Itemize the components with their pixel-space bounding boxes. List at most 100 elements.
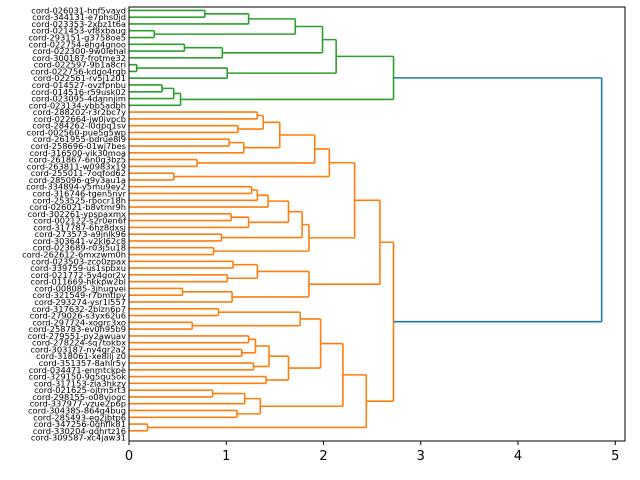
dendrogram-link <box>129 29 156 39</box>
dendrogram-link <box>129 389 214 398</box>
leaf-label: cord-022561-rv5j1201 <box>33 73 126 83</box>
leaf-label: cord-317632-2bizn6p7 <box>32 304 126 314</box>
dendrogram-link <box>129 362 255 371</box>
leaf-label: cord-253525-rbocr18h <box>33 195 126 205</box>
leaf-label: cord-302261-ypspaxmx <box>28 209 127 219</box>
dendrogram-link <box>253 345 270 368</box>
leaf-label: cord-288202-r3r2bc7y <box>33 107 126 117</box>
dendrogram-link <box>129 409 238 419</box>
x-tick-label: 3 <box>417 449 425 464</box>
leaf-label: cord-258783-ev0h95b9 <box>29 324 126 334</box>
leaf-label: cord-298155-o08vjogc <box>32 392 126 402</box>
dendrogram-link <box>129 141 245 154</box>
leaf-labels: cord-026031-hnf5vaydcord-344131-e7phs0jd… <box>22 5 127 442</box>
leaf-label: cord-022754-ehg4gnoo <box>29 39 126 49</box>
dendrogram-link <box>236 397 262 415</box>
dendrogram-link <box>173 148 331 178</box>
dendrogram-link <box>129 12 250 25</box>
leaf-label: cord-285493-eg2jbtp6 <box>33 412 126 422</box>
dendrogram-link <box>129 92 182 107</box>
leaf-label: cord-026021-b8vtmr9h <box>29 202 126 212</box>
leaf-label: cord-279026-s3yx62u6 <box>30 311 126 321</box>
dendrogram-link <box>129 348 243 358</box>
dendrogram-link <box>241 338 257 354</box>
leaf-label: cord-329150-9g5qu5ok <box>29 372 127 382</box>
leaf-label: cord-347256-0ghflk81 <box>34 419 126 429</box>
leaf-label: cord-022756-kdgo4rgb <box>31 66 126 76</box>
leaf-label: cord-023503-zco0zpax <box>31 256 126 266</box>
leaf-label: cord-002122-s2r0en6f <box>33 216 127 226</box>
dendrogram-link <box>129 172 175 181</box>
dendrogram-link <box>129 233 223 242</box>
leaf-label: cord-263811-w0983x19 <box>27 161 126 171</box>
leaf-label: cord-316746-tgen5nyr <box>32 188 126 198</box>
plot-frame <box>128 6 626 442</box>
leaf-label: cord-273573-a9jnlk96 <box>35 229 126 239</box>
x-tick-label: 2 <box>319 449 327 464</box>
leaf-label: cord-317787-6hz8dxsj <box>33 222 126 232</box>
dendrogram-link <box>129 138 230 147</box>
leaf-label: cord-021772-5y4gor2v <box>31 270 126 280</box>
leaf-label: cord-351357-8ahlr5y <box>39 358 126 368</box>
leaf-label: cord-293151-g3758oe5 <box>28 33 126 43</box>
leaf-label: cord-262612-6mxzwm0h <box>22 250 126 260</box>
leaf-label: cord-008085-3jhugvei <box>34 283 126 293</box>
dendrogram-link <box>288 318 322 369</box>
leaf-label: cord-309587-xc4jaw31 <box>31 433 126 443</box>
dendrogram-link <box>237 114 265 130</box>
leaf-label: cord-300187-frotme32 <box>32 53 126 63</box>
dendrogram-link <box>129 111 259 120</box>
leaf-label: cord-337977-yzue2p6p <box>30 399 126 409</box>
dendrogram-link <box>227 38 337 74</box>
dendrogram-link <box>129 375 267 385</box>
leaf-label: cord-014527-ovzfpnbu <box>32 80 126 90</box>
leaf-label: cord-023095-4dannjim <box>31 94 126 104</box>
dendrogram-link <box>129 335 250 344</box>
leaf-label: cord-284262-l0dpq1sv <box>32 121 126 131</box>
leaf-label: cord-034471-enmtckpe <box>29 365 126 375</box>
dendrogram-link <box>129 194 269 208</box>
leaf-label: cord-022664-jw0jvpcb <box>33 114 126 124</box>
dendrogram-link <box>129 213 232 222</box>
leaf-label: cord-021625-ojtm5rt3 <box>34 385 126 395</box>
dendrogram-link <box>232 270 310 298</box>
leaf-label: cord-303641-v2kl62c8 <box>33 236 126 246</box>
leaf-label: cord-303187-ny4qr2a2 <box>30 344 126 354</box>
x-axis: 0 1 2 3 4 5 <box>125 441 619 464</box>
dendrogram-link <box>129 46 224 59</box>
leaf-label: cord-278224-sq7tokbx <box>32 338 126 348</box>
dendrogram-link <box>129 124 239 134</box>
dendrogram-link <box>222 25 324 54</box>
dendrogram-link <box>192 311 301 327</box>
dendrogram-link <box>129 43 186 52</box>
dendrogram-link <box>129 307 220 317</box>
leaf-label: cord-279551-py2awuav <box>28 331 126 341</box>
dendrogram-link <box>129 87 175 100</box>
leaf-label: cord-318061-xe8llj z0 <box>36 351 126 361</box>
dendrogram-link <box>129 189 259 202</box>
leaf-label: cord-261955-bdrue8l9 <box>33 134 126 144</box>
leaf-label: cord-022597-9b1a8cri <box>34 60 126 70</box>
leaf-label: cord-261867-6n0g3bz5 <box>29 155 126 165</box>
leaf-label: cord-304385-864q4bug <box>28 405 126 415</box>
dendrogram-link <box>129 9 206 18</box>
dendrogram-link <box>129 274 229 283</box>
dendrogram-root-link <box>393 77 603 323</box>
dendrogram-link <box>266 355 290 381</box>
dendrogram-link <box>129 291 233 303</box>
x-tick-label: 4 <box>514 449 522 464</box>
x-tick-label: 5 <box>611 449 619 464</box>
dendrogram-links <box>129 9 603 432</box>
dendrogram-link <box>154 18 297 35</box>
dendrogram-link <box>129 67 229 80</box>
leaf-label: cord-321549-r7bmtlpy <box>32 290 126 300</box>
dendrogram-link <box>129 84 163 93</box>
x-tick-label: 1 <box>222 449 230 464</box>
dendrogram-link <box>129 287 184 297</box>
leaf-label: cord-023353-2xbz1t6a <box>31 19 126 29</box>
leaf-label: cord-334894-y5mu9ey2 <box>26 182 126 192</box>
leaf-label: cord-026031-hnf5vayd <box>31 5 126 15</box>
leaf-label: cord-022300-9w0lehal <box>33 46 126 56</box>
dendrogram-link <box>129 260 234 269</box>
